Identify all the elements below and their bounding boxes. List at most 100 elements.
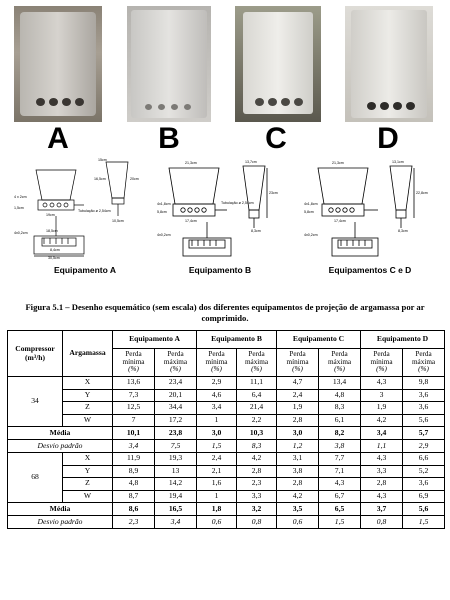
svg-text:5,8cm: 5,8cm xyxy=(157,210,167,214)
desvio-value: 7,5 xyxy=(155,440,197,453)
value-cell: 11,1 xyxy=(237,377,277,390)
value-cell: 3 xyxy=(361,389,403,402)
photo-equipment-a xyxy=(14,6,102,122)
table-row: 34 X 13,6 23,4 2,9 11,1 4,7 13,4 4,3 9,8 xyxy=(8,377,445,390)
svg-text:20cm: 20cm xyxy=(130,177,139,181)
value-cell: 7,1 xyxy=(319,465,361,478)
value-cell: 23,4 xyxy=(155,377,197,390)
schematic-equipment-a: 15cm 16,5cm 20cm 4 x 2cm 1,5cm 19cm Tubu… xyxy=(8,158,148,260)
media-value: 10,1 xyxy=(113,427,155,440)
media-value: 5,7 xyxy=(403,427,445,440)
value-cell: 1 xyxy=(197,414,237,427)
argamassa-cell: Y xyxy=(63,389,113,402)
value-cell: 2,2 xyxy=(237,414,277,427)
desvio-value: 3,8 xyxy=(319,440,361,453)
value-cell: 3,1 xyxy=(277,453,319,466)
value-cell: 2,8 xyxy=(361,478,403,491)
media-value: 3,5 xyxy=(277,503,319,516)
media-value: 3,2 xyxy=(237,503,277,516)
value-cell: 4,7 xyxy=(277,377,319,390)
value-cell: 4,8 xyxy=(319,389,361,402)
desvio-value: 1,1 xyxy=(361,440,403,453)
svg-text:19cm: 19cm xyxy=(46,213,55,217)
value-cell: 2,4 xyxy=(277,389,319,402)
svg-text:8,3cm: 8,3cm xyxy=(398,229,408,233)
value-cell: 2,8 xyxy=(237,465,277,478)
svg-text:4x1,8cm: 4x1,8cm xyxy=(304,202,318,206)
value-cell: 12,5 xyxy=(113,402,155,415)
argamassa-cell: Y xyxy=(63,465,113,478)
svg-text:4x1,8cm: 4x1,8cm xyxy=(157,202,171,206)
media-value: 8,6 xyxy=(113,503,155,516)
label-equipamento-b: Equipamento B xyxy=(175,265,265,275)
desvio-value: 0,8 xyxy=(361,516,403,529)
svg-text:30,5cm: 30,5cm xyxy=(48,256,60,260)
table-row: W 7 17,2 1 2,2 2,8 6,1 4,2 5,6 xyxy=(8,414,445,427)
table-row: Y 8,9 13 2,1 2,8 3,8 7,1 3,3 5,2 xyxy=(8,465,445,478)
svg-text:15cm: 15cm xyxy=(98,158,107,162)
label-equipamento-a: Equipamento A xyxy=(40,265,130,275)
loss-table: Compressor (m³/h) Argamassa Equipamento A… xyxy=(7,330,445,529)
value-cell: 4,2 xyxy=(237,453,277,466)
media-value: 3,4 xyxy=(361,427,403,440)
figure-caption: Figura 5.1 – Desenho esquemático (sem es… xyxy=(18,302,432,323)
value-cell: 5,6 xyxy=(403,414,445,427)
desvio-value: 2,9 xyxy=(403,440,445,453)
value-cell: 20,1 xyxy=(155,389,197,402)
media-value: 3,0 xyxy=(197,427,237,440)
desvio-label: Desvio padrão xyxy=(8,516,113,529)
letter-d: D xyxy=(358,124,418,154)
value-cell: 9,8 xyxy=(403,377,445,390)
photo-equipment-b xyxy=(127,6,211,122)
svg-text:Tubulação ø 2,54cm: Tubulação ø 2,54cm xyxy=(221,201,254,205)
equipment-photos xyxy=(0,6,450,124)
value-cell: 7,3 xyxy=(113,389,155,402)
svg-text:10,5cm: 10,5cm xyxy=(112,219,124,223)
value-cell: 6,1 xyxy=(319,414,361,427)
desvio-value: 0,6 xyxy=(277,516,319,529)
svg-text:4x0,2cm: 4x0,2cm xyxy=(157,233,171,237)
svg-text:8,4cm: 8,4cm xyxy=(50,248,60,252)
value-cell: 8,3 xyxy=(319,402,361,415)
svg-text:16,5cm: 16,5cm xyxy=(94,177,106,181)
photo-equipment-d xyxy=(345,6,433,122)
media-row: Média 8,6 16,5 1,8 3,2 3,5 6,5 3,7 5,6 xyxy=(8,503,445,516)
value-cell: 5,2 xyxy=(403,465,445,478)
value-cell: 34,4 xyxy=(155,402,197,415)
svg-text:17,4cm: 17,4cm xyxy=(334,219,346,223)
desvio-value: 2,3 xyxy=(113,516,155,529)
compressor-cell: 68 xyxy=(8,453,63,503)
value-cell: 2,1 xyxy=(197,465,237,478)
value-cell: 4,2 xyxy=(361,414,403,427)
value-cell: 6,6 xyxy=(403,453,445,466)
desvio-value: 1,2 xyxy=(277,440,319,453)
argamassa-cell: W xyxy=(63,414,113,427)
table-row: Z 4,8 14,2 1,6 2,3 2,8 4,3 2,8 3,6 xyxy=(8,478,445,491)
value-cell: 8,7 xyxy=(113,490,155,503)
svg-text:4x0,2cm: 4x0,2cm xyxy=(304,233,318,237)
value-cell: 3,6 xyxy=(403,389,445,402)
value-cell: 4,8 xyxy=(113,478,155,491)
drawing-a-notes: 15cm 16,5cm 20cm 4 x 2cm 1,5cm 19cm Tubu… xyxy=(14,158,139,260)
value-cell: 14,2 xyxy=(155,478,197,491)
value-cell: 7 xyxy=(113,414,155,427)
desvio-row: Desvio padrão 2,3 3,4 0,6 0,8 0,6 1,5 0,8 1,5 xyxy=(8,516,445,529)
value-cell: 6,9 xyxy=(403,490,445,503)
media-value: 16,5 xyxy=(155,503,197,516)
media-value: 3,0 xyxy=(277,427,319,440)
value-cell: 4,2 xyxy=(277,490,319,503)
desvio-value: 1,5 xyxy=(197,440,237,453)
media-value: 3,7 xyxy=(361,503,403,516)
schematic-equipment-b: 21,3cm 13,7cm 23cm 4x1,8cm 5,8cm Tubulaç… xyxy=(155,158,285,260)
desvio-value: 1,5 xyxy=(319,516,361,529)
svg-text:17,4cm: 17,4cm xyxy=(185,219,197,223)
media-label: Média xyxy=(8,503,113,516)
header-equipamento-a: Equipamento A xyxy=(113,331,197,349)
value-cell: 4,3 xyxy=(361,490,403,503)
photo-equipment-c xyxy=(235,6,321,122)
compressor-cell: 34 xyxy=(8,377,63,427)
value-cell: 1,6 xyxy=(197,478,237,491)
value-cell: 6,7 xyxy=(319,490,361,503)
argamassa-cell: X xyxy=(63,377,113,390)
value-cell: 2,3 xyxy=(237,478,277,491)
